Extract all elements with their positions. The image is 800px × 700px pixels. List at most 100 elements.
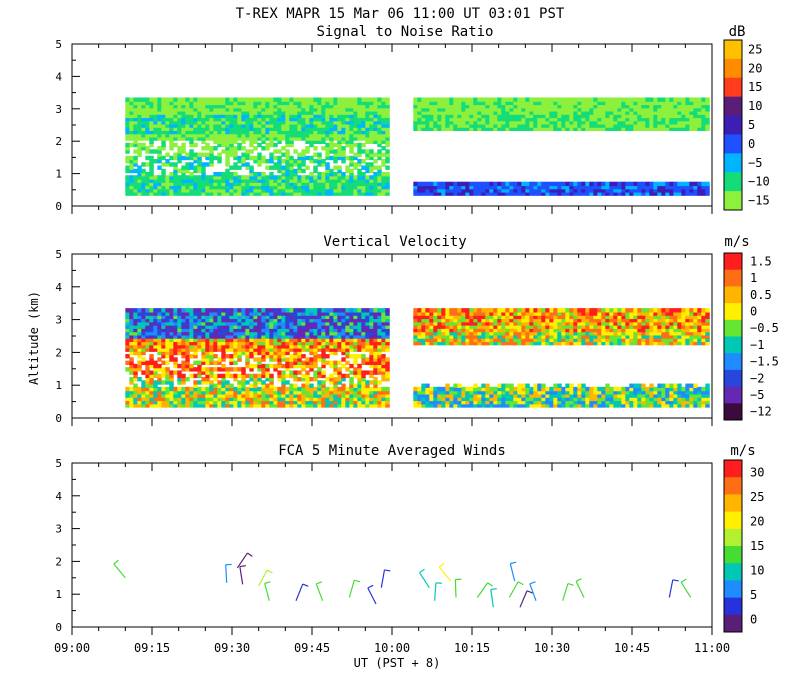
heatmap-cell xyxy=(185,396,190,402)
heatmap-cell xyxy=(445,188,450,193)
heatmap-cell xyxy=(297,152,302,157)
heatmap-cell xyxy=(153,311,158,316)
heatmap-cell xyxy=(477,331,482,336)
heatmap-cell xyxy=(237,317,242,323)
heatmap-cell xyxy=(197,331,202,336)
heatmap-cell xyxy=(341,113,346,119)
heatmap-cell xyxy=(281,188,286,193)
heatmap-cell xyxy=(313,360,318,365)
heatmap-cell xyxy=(373,120,378,125)
heatmap-cell xyxy=(157,149,162,154)
heatmap-cell xyxy=(169,390,174,395)
heatmap-cell xyxy=(197,136,202,141)
heatmap-cell xyxy=(289,331,294,336)
heatmap-cell xyxy=(157,110,162,115)
heatmap-cell xyxy=(589,97,594,102)
heatmap-cell xyxy=(337,390,342,395)
heatmap-cell xyxy=(421,97,426,102)
heatmap-cell xyxy=(181,373,186,379)
heatmap-cell xyxy=(285,334,290,339)
heatmap-cell xyxy=(525,113,530,119)
heatmap-cell xyxy=(473,396,478,402)
heatmap-cell xyxy=(649,97,654,102)
heatmap-cell xyxy=(217,399,222,405)
heatmap-cell xyxy=(277,110,282,115)
heatmap-cell xyxy=(185,314,190,320)
heatmap-cell xyxy=(609,97,614,102)
heatmap-cell xyxy=(273,367,278,372)
heatmap-cell xyxy=(329,399,334,405)
heatmap-cell xyxy=(149,188,154,193)
heatmap-cell xyxy=(385,126,390,132)
heatmap-cell xyxy=(437,396,442,402)
heatmap-cell xyxy=(385,314,390,320)
heatmap-cell xyxy=(369,314,374,320)
heatmap-cell xyxy=(309,133,314,138)
heatmap-cell xyxy=(621,97,626,102)
heatmap-cell xyxy=(365,139,370,144)
heatmap-cell xyxy=(169,162,174,167)
heatmap-cell xyxy=(177,136,182,141)
heatmap-cell xyxy=(169,171,174,177)
heatmap-cell xyxy=(693,123,698,128)
heatmap-cell xyxy=(209,344,214,349)
heatmap-cell xyxy=(333,184,338,190)
heatmap-cell xyxy=(229,178,234,183)
heatmap-cell xyxy=(305,110,310,115)
heatmap-cell xyxy=(425,107,430,112)
heatmap-cell xyxy=(285,317,290,323)
heatmap-cell xyxy=(177,340,182,346)
heatmap-cell xyxy=(277,149,282,154)
heatmap-cell xyxy=(329,155,334,161)
heatmap-cell xyxy=(205,367,210,372)
heatmap-cell xyxy=(129,314,134,320)
heatmap-cell xyxy=(561,107,566,112)
heatmap-cell xyxy=(193,393,198,398)
heatmap-cell xyxy=(189,178,194,183)
heatmap-cell xyxy=(517,116,522,122)
heatmap-cell xyxy=(261,110,266,115)
heatmap-cell xyxy=(225,103,230,109)
heatmap-cell xyxy=(341,103,346,109)
heatmap-cell xyxy=(313,308,318,313)
heatmap-cell xyxy=(661,188,666,193)
heatmap-cell xyxy=(149,337,154,343)
heatmap-cell xyxy=(293,175,298,180)
heatmap-cell xyxy=(669,100,674,106)
heatmap-cell xyxy=(633,113,638,119)
heatmap-cell xyxy=(197,129,202,135)
heatmap-cell xyxy=(125,390,130,395)
heatmap-cell xyxy=(177,159,182,164)
heatmap-cell xyxy=(373,396,378,402)
heatmap-cell xyxy=(473,107,478,112)
heatmap-cell xyxy=(133,386,138,392)
heatmap-cell xyxy=(241,152,246,157)
heatmap-cell xyxy=(253,373,258,379)
heatmap-cell xyxy=(309,350,314,356)
heatmap-cell xyxy=(373,314,378,320)
heatmap-cell xyxy=(165,350,170,356)
heatmap-cell xyxy=(317,97,322,102)
heatmap-cell xyxy=(137,311,142,316)
heatmap-cell xyxy=(289,103,294,109)
heatmap-cell xyxy=(357,380,362,385)
heatmap-cell xyxy=(125,321,130,326)
heatmap-cell xyxy=(509,314,514,320)
heatmap-cell xyxy=(385,188,390,193)
heatmap-cell xyxy=(301,113,306,119)
heatmap-cell xyxy=(181,386,186,392)
heatmap-cell xyxy=(145,386,150,392)
heatmap-cell xyxy=(149,184,154,190)
heatmap-cell xyxy=(161,136,166,141)
heatmap-cell xyxy=(381,188,386,193)
heatmap-cell xyxy=(217,317,222,323)
heatmap-cell xyxy=(445,181,450,187)
heatmap-cell xyxy=(209,386,214,392)
heatmap-cell xyxy=(249,155,254,161)
heatmap-cell xyxy=(149,399,154,405)
heatmap-cell xyxy=(213,317,218,323)
heatmap-cell xyxy=(201,123,206,128)
heatmap-cell xyxy=(329,129,334,135)
heatmap-cell xyxy=(153,159,158,164)
heatmap-cell xyxy=(285,107,290,112)
